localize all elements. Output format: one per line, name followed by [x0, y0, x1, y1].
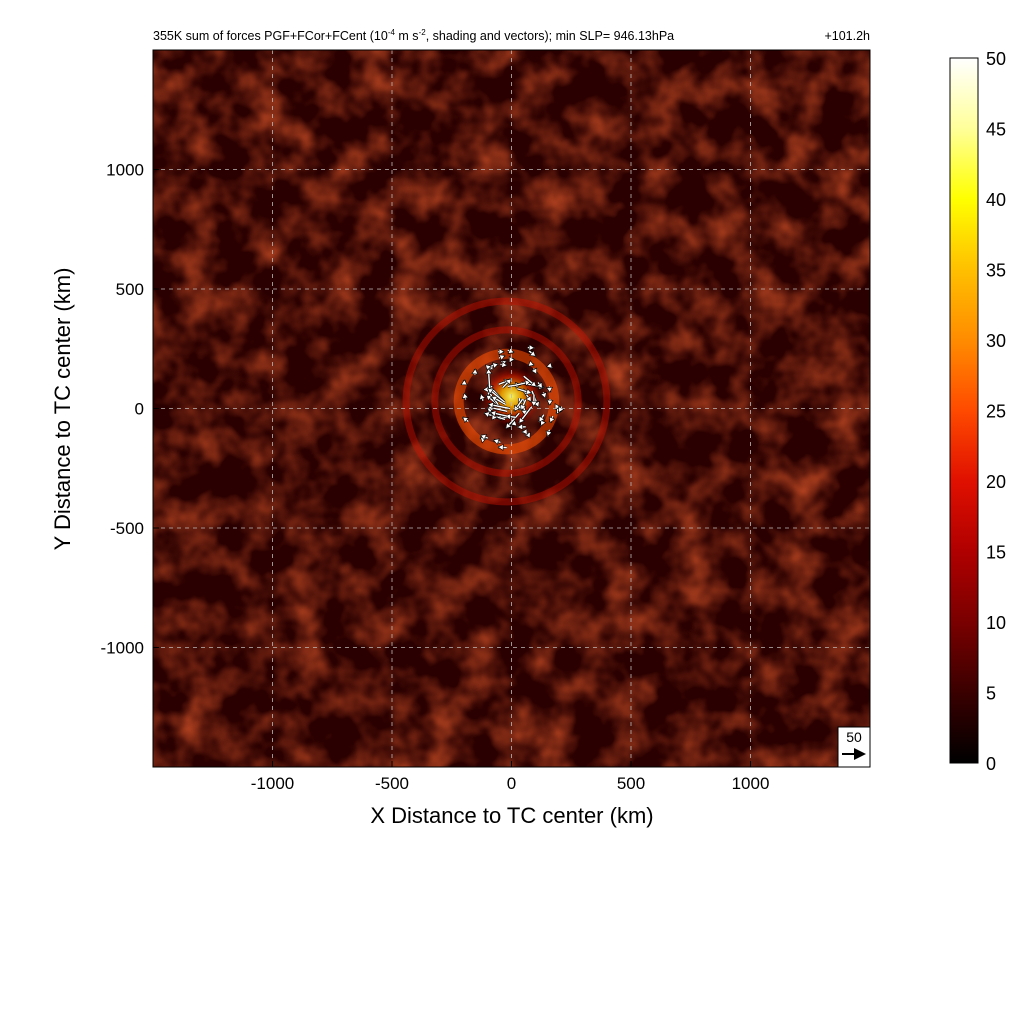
- force-vector: [517, 405, 533, 424]
- force-vector: [501, 378, 513, 389]
- x-tick-label: 1000: [732, 774, 770, 793]
- colorbar-tick-label: 30: [986, 331, 1006, 351]
- force-vector: [500, 361, 508, 369]
- colorbar-tick-label: 0: [986, 754, 996, 774]
- x-tick-label: -500: [375, 774, 409, 793]
- eyewall-ring: [431, 326, 582, 477]
- colorbar-tick-label: 40: [986, 190, 1006, 210]
- force-vector: [540, 391, 547, 399]
- heatmap-field: [153, 50, 870, 767]
- colorbar-tick-label: 5: [986, 684, 996, 704]
- force-vector: [527, 344, 535, 352]
- force-vector: [557, 406, 565, 414]
- force-vector: [545, 386, 553, 393]
- force-vector: [521, 428, 528, 436]
- force-vector: [461, 392, 469, 400]
- force-vector: [479, 393, 486, 402]
- chart-title: 355K sum of forces PGF+FCor+FCent (10-4 …: [153, 28, 674, 43]
- force-vector: [536, 381, 544, 389]
- force-vector: [545, 429, 553, 437]
- y-axis-label: Y Distance to TC center (km): [50, 268, 75, 551]
- y-tick-label: 500: [116, 280, 144, 299]
- force-vector: [486, 387, 506, 404]
- force-vectors: [460, 344, 565, 451]
- y-axis-ticks: 1000 500 0 -500 -1000: [101, 161, 159, 658]
- vector-reference-label: 50: [846, 729, 862, 745]
- force-vector: [530, 367, 538, 375]
- colorbar-tick-label: 10: [986, 613, 1006, 633]
- x-tick-label: 500: [617, 774, 645, 793]
- y-tick-label: -500: [110, 519, 144, 538]
- force-vector: [461, 416, 470, 424]
- force-vector: [527, 360, 535, 367]
- vector-reference-box: [837, 726, 871, 768]
- force-vector: [546, 399, 554, 406]
- x-axis-label: X Distance to TC center (km): [370, 803, 653, 828]
- y-tick-label: 0: [135, 400, 144, 419]
- force-vector: [516, 387, 533, 395]
- colorbar-tick-label: 50: [986, 49, 1006, 69]
- force-vector: [548, 415, 556, 424]
- force-vector: [498, 354, 506, 361]
- force-vector: [485, 368, 493, 390]
- force-vector: [460, 379, 468, 386]
- colorbar-tick-label: 25: [986, 402, 1006, 422]
- force-vector: [480, 433, 489, 441]
- y-tick-label: 1000: [106, 161, 144, 180]
- colorbar-bar: [949, 57, 979, 764]
- chart-time-label: +101.2h: [824, 29, 870, 43]
- force-vector: [539, 419, 547, 427]
- force-vector: [516, 423, 526, 431]
- force-vector: [492, 438, 501, 446]
- force-vector: [490, 395, 507, 406]
- eyewall-ring: [453, 348, 560, 455]
- eyewall-ring: [402, 297, 611, 506]
- force-vector: [490, 362, 499, 369]
- force-vector: [504, 412, 521, 430]
- force-vector: [491, 413, 498, 421]
- x-tick-label: 0: [507, 774, 516, 793]
- force-vector: [530, 394, 538, 407]
- force-vector: [508, 356, 515, 364]
- eyewall-rings: [402, 297, 611, 506]
- force-vector: [490, 410, 508, 418]
- force-vector: [530, 390, 540, 408]
- colorbar-tick-label: 35: [986, 261, 1006, 281]
- force-vector: [545, 361, 554, 370]
- force-vector: [522, 375, 538, 388]
- colorbar-tick-label: 20: [986, 472, 1006, 492]
- force-vector: [528, 349, 537, 358]
- x-axis-ticks: -1000 -500 0 500 1000: [251, 761, 770, 793]
- force-vector: [487, 401, 511, 410]
- y-tick-label: -1000: [101, 639, 144, 658]
- x-tick-label: -1000: [251, 774, 294, 793]
- force-vector: [510, 419, 518, 427]
- force-vector: [538, 414, 545, 423]
- force-vector: [497, 443, 507, 451]
- colorbar-tick-label: 15: [986, 543, 1006, 563]
- force-vector: [498, 348, 505, 356]
- vector-reference-legend: 50: [837, 726, 871, 768]
- force-vector: [484, 364, 492, 372]
- force-vector: [471, 368, 479, 375]
- colorbar-tick-label: 45: [986, 120, 1006, 140]
- force-vector: [507, 347, 515, 354]
